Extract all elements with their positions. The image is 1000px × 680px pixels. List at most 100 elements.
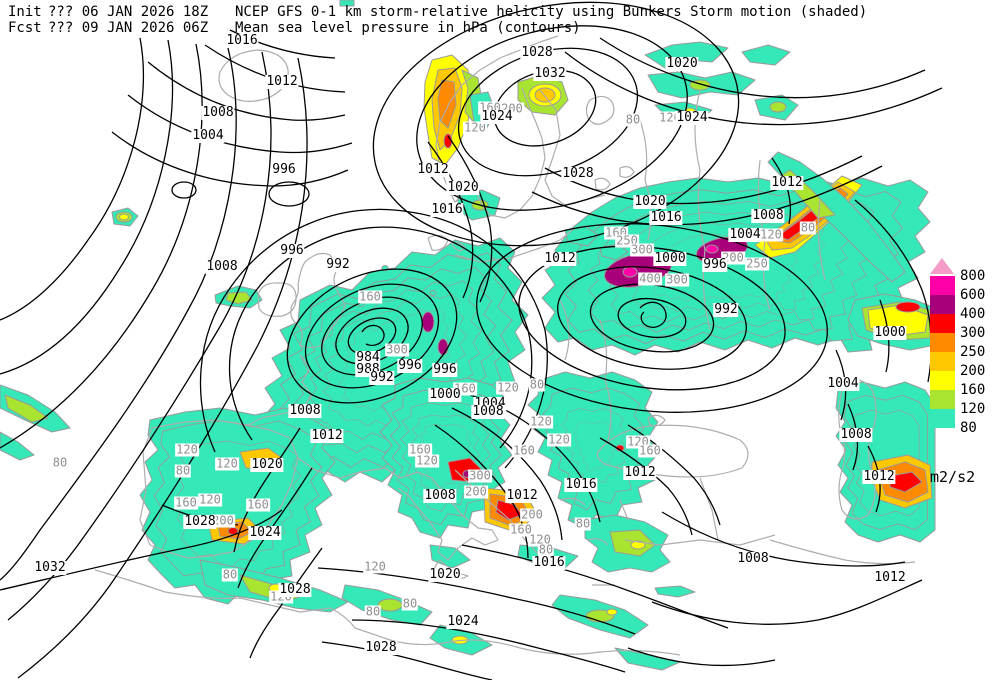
pressure-contour-label: 1016: [564, 477, 598, 492]
pressure-contour-label: 1008: [423, 488, 457, 503]
pressure-contour-label: 1004: [826, 376, 860, 391]
pressure-contour-label: 1016: [532, 555, 566, 570]
pressure-contour-label: 1024: [446, 614, 480, 629]
pressure-contour-label: 996: [432, 362, 458, 377]
fcst-value: ??? 09 JAN 2026 06Z: [48, 20, 209, 36]
pressure-contour-label: 1024: [480, 109, 514, 124]
pressure-contour-label: 1028: [520, 45, 554, 60]
pressure-contour-label: 1016: [649, 210, 683, 225]
helicity-contour-label: 120: [759, 227, 783, 242]
legend-swatch: [930, 390, 955, 409]
legend-swatch: [930, 352, 955, 371]
helicity-contour-label: 300: [630, 242, 654, 257]
helicity-contour-label: 300: [468, 468, 492, 483]
helicity-contour-label: 250: [745, 256, 769, 271]
legend-swatch: [930, 371, 955, 390]
helicity-contour-label: 200: [520, 507, 544, 522]
legend-swatch: [930, 295, 955, 314]
helicity-contour-label: 120: [363, 559, 387, 574]
pressure-contour-label: 1016: [225, 33, 259, 48]
helicity-contour-label: 80: [799, 220, 817, 235]
helicity-contour-label: 120: [528, 532, 552, 547]
helicity-contour-label: 200: [464, 484, 488, 499]
pressure-contour-label: 1012: [310, 428, 344, 443]
pressure-contour-label: 1012: [505, 488, 539, 503]
pressure-contour-label: 1020: [633, 194, 667, 209]
pressure-contour-label: 1024: [248, 525, 282, 540]
pressure-contour-label: 1012: [873, 570, 907, 585]
helicity-contour-label: 160: [246, 497, 270, 512]
pressure-contour-label: 1012: [770, 175, 804, 190]
pressure-contour-label: 1012: [265, 74, 299, 89]
helicity-contour-label: 120: [175, 442, 199, 457]
pressure-contour-label: 1000: [653, 251, 687, 266]
pressure-contour-label: 1016: [430, 202, 464, 217]
helicity-contour-label: 80: [51, 455, 69, 470]
pressure-contour-label: 996: [397, 358, 423, 373]
helicity-contour-label: 160: [638, 443, 662, 458]
pressure-contour-label: 1008: [471, 404, 505, 419]
helicity-contour-label: 200: [211, 513, 235, 528]
pressure-contour-label: 996: [702, 257, 728, 272]
helicity-contour-label: 80: [624, 112, 642, 127]
helicity-contour-label: 80: [401, 596, 419, 611]
legend-tick-label: 160: [960, 382, 986, 398]
helicity-contour-label: 80: [364, 604, 382, 619]
pressure-contour-label: 1028: [561, 166, 595, 181]
legend-tick-label: 300: [960, 325, 986, 341]
legend-tick-label: 200: [960, 363, 986, 379]
helicity-contour-label: 300: [385, 342, 409, 357]
pressure-contour-label: 1020: [446, 180, 480, 195]
pressure-contour-label: 1028: [183, 514, 217, 529]
legend-tick-label: 400: [960, 306, 986, 322]
legend-swatch: [930, 276, 955, 295]
helicity-contour-label: 120: [415, 453, 439, 468]
helicity-contour-label: 120: [496, 380, 520, 395]
legend-tick-label: 120: [960, 401, 986, 417]
pressure-contour-label: 1032: [533, 66, 567, 81]
helicity-contour-label: 160: [358, 289, 382, 304]
init-value: ??? 06 JAN 2026 18Z: [48, 4, 209, 20]
helicity-contour-label: 400: [638, 271, 662, 286]
pressure-contour-label: 1008: [736, 551, 770, 566]
pressure-contour-label: 1008: [205, 259, 239, 274]
pressure-contour-label: 984: [355, 350, 381, 365]
helicity-contour-label: 120: [198, 492, 222, 507]
legend-tick-label: 600: [960, 287, 986, 303]
pressure-contour-label: 1012: [543, 251, 577, 266]
helicity-contour-label: 120: [463, 120, 487, 135]
pressure-contour-label: 1020: [428, 567, 462, 582]
legend-units: m2/s2: [930, 468, 976, 486]
pressure-contour-label: 1020: [665, 56, 699, 71]
pressure-contour-label: 992: [369, 370, 395, 385]
helicity-contour-label: 160: [408, 442, 432, 457]
legend-tick-label: 800: [960, 268, 986, 284]
pressure-contour-label: 1028: [278, 582, 312, 597]
helicity-contour-label: 160: [174, 495, 198, 510]
pressure-contour-label: 1012: [416, 162, 450, 177]
pressure-contour-label: 1012: [862, 469, 896, 484]
init-label: Init: [8, 4, 42, 20]
legend-swatch: [930, 333, 955, 352]
helicity-contour-label: 300: [665, 272, 689, 287]
helicity-contour-label: 160: [512, 443, 536, 458]
legend-tick-label: 80: [960, 420, 977, 436]
pressure-contour-label: 1008: [751, 208, 785, 223]
title-model-line: NCEP GFS 0-1 km storm-relative helicity …: [235, 4, 868, 20]
pressure-contour-label: 996: [271, 162, 297, 177]
helicity-contour-label: 80: [574, 516, 592, 531]
legend-overflow-triangle: [930, 258, 954, 274]
pressure-contour-label: 1028: [364, 640, 398, 655]
legend-swatch: [930, 314, 955, 333]
pressure-contour-label: 992: [713, 302, 739, 317]
legend-swatch: [930, 409, 955, 428]
pressure-contour-label: 1012: [623, 465, 657, 480]
pressure-contour-label: 1000: [873, 325, 907, 340]
pressure-contour-label: 992: [325, 257, 351, 272]
pressure-contour-label: 1000: [428, 387, 462, 402]
helicity-contour-label: 80: [537, 542, 555, 557]
pressure-contour-label: 1004: [728, 227, 762, 242]
title-field-line: Mean sea level pressure in hPa (contours…: [235, 20, 581, 36]
pressure-contour-label: 1020: [250, 457, 284, 472]
